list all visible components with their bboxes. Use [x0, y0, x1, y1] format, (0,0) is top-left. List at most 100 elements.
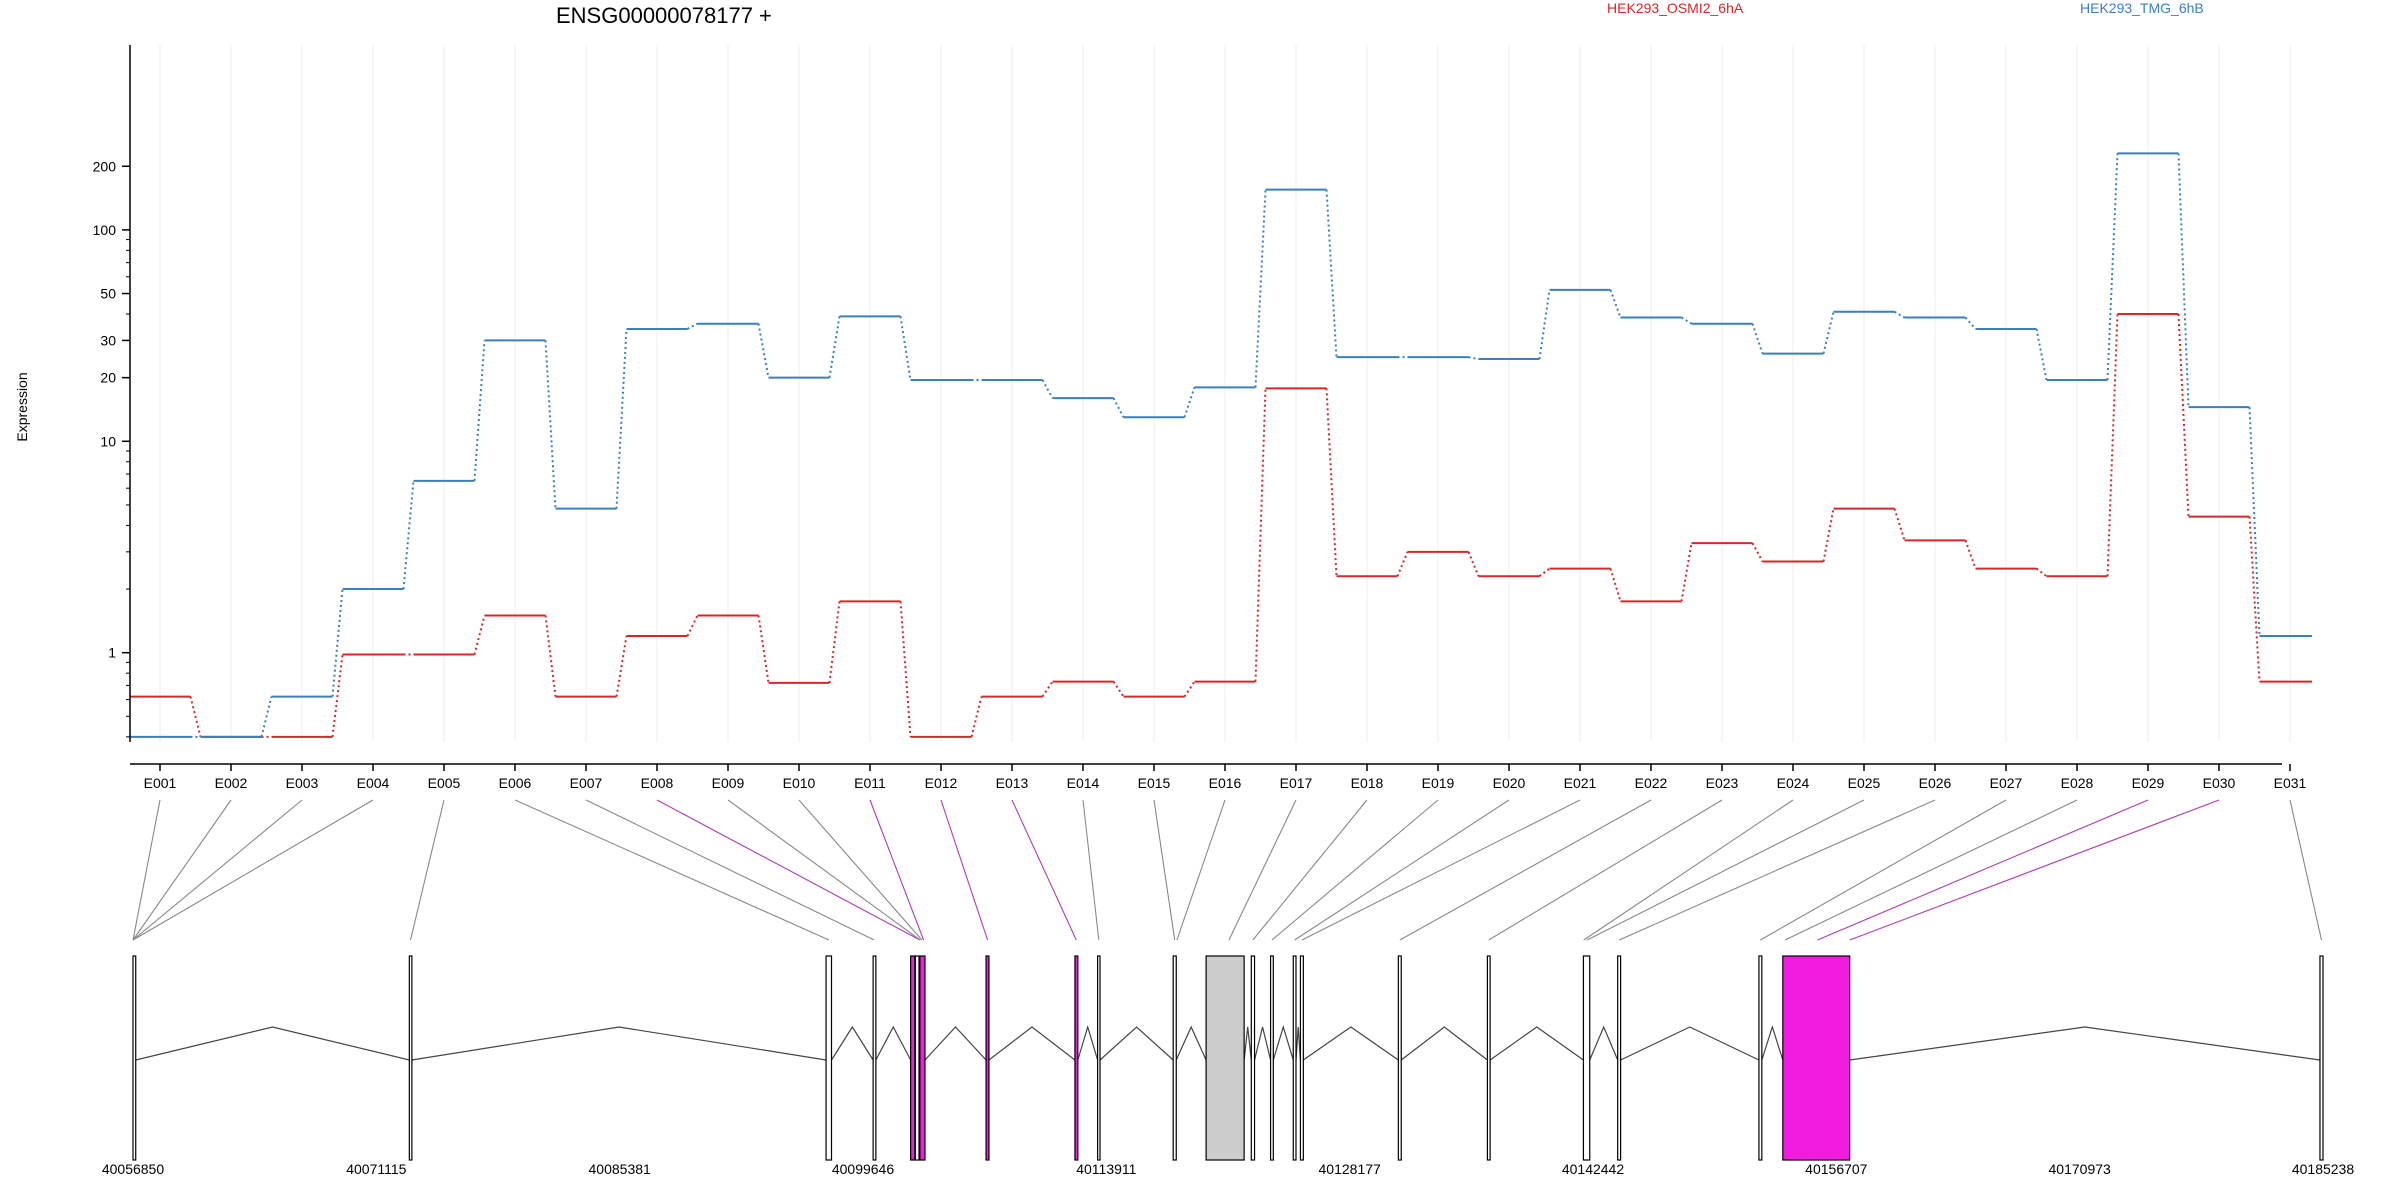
exon-box-11	[1172, 955, 1177, 1161]
connector-E021	[1301, 799, 1581, 941]
exon-box-19	[1582, 955, 1591, 1161]
connector-E001	[132, 799, 161, 941]
x-tick-label-E021: E021	[1564, 775, 1597, 791]
connector-E022	[1399, 799, 1652, 941]
series-0-transition-E015	[1183, 681, 1196, 698]
x-tick-label-E007: E007	[570, 775, 603, 791]
x-tick-label-E026: E026	[1919, 775, 1952, 791]
intron-9	[1077, 1024, 1099, 1061]
series-0-transition-E003	[331, 654, 344, 737]
genomic-tick-label: 40056850	[102, 1161, 165, 1177]
series-1-transition-E015	[1183, 387, 1196, 418]
x-tick-label-E023: E023	[1706, 775, 1739, 791]
series-0-transition-E016	[1254, 388, 1267, 682]
series-1-transition-E010	[828, 316, 841, 378]
y-tick-label-100: 100	[93, 222, 117, 238]
connector-E025	[1586, 799, 1865, 941]
x-tick-label-E020: E020	[1493, 775, 1526, 791]
x-tick-label-E011: E011	[854, 775, 886, 791]
connector-E016	[1176, 799, 1226, 941]
connector-E030	[1849, 799, 2220, 941]
intron-18	[1489, 1026, 1584, 1061]
x-tick-label-E014: E014	[1067, 775, 1100, 791]
series-1-transition-E008	[687, 322, 698, 330]
exon-box-1	[132, 955, 137, 1161]
series-1-transition-E030	[2248, 407, 2261, 637]
chart-title: ENSG00000078177 +	[556, 3, 772, 28]
x-tick-label-E015: E015	[1138, 775, 1171, 791]
intron-4	[875, 1025, 912, 1061]
exon-box-23	[2319, 955, 2324, 1161]
exon-box-12	[1205, 955, 1245, 1161]
series-0-transition-E028	[2106, 313, 2119, 577]
series-1-transition-E027	[2035, 328, 2048, 381]
x-axis: E001 E002 E003 E004 E005 E006 E007 E008 E009 E010…	[130, 763, 2307, 791]
intron-2	[411, 1026, 827, 1061]
x-tick-label-E027: E027	[1990, 775, 2023, 791]
genomic-tick-label: 40156707	[1805, 1161, 1868, 1177]
series-0-transition-E019	[1467, 551, 1480, 577]
series-HEK293_OSMI2_6hA	[130, 313, 2312, 738]
y-axis: 1 10 20 30 50 100 200	[93, 45, 131, 742]
gene-model-track	[132, 955, 2324, 1161]
exon-box-7	[919, 955, 926, 1161]
connector-E007	[585, 799, 875, 941]
series-0-transition-E007	[615, 635, 628, 697]
x-tick-label-E030: E030	[2203, 775, 2236, 791]
series-0-transition-E018	[1396, 551, 1409, 577]
y-tick-label-50: 50	[100, 286, 116, 302]
genomic-tick-label: 40142442	[1562, 1161, 1625, 1177]
series-0-transition-E023	[1751, 542, 1764, 562]
exon-box-17	[1397, 955, 1402, 1161]
genomic-tick-label: 40099646	[832, 1161, 895, 1177]
series-0-transition-E008	[686, 615, 699, 637]
x-tick-label-E003: E003	[286, 775, 319, 791]
series-0-transition-E010	[828, 601, 841, 683]
x-tick-label-E016: E016	[1209, 775, 1242, 791]
series-0-transition-E009	[757, 615, 770, 684]
series-1-transition-E005	[473, 340, 486, 481]
exon-box-16	[1299, 955, 1304, 1161]
intron-13	[1253, 1026, 1272, 1061]
exon-box-18	[1486, 955, 1491, 1161]
exon-box-8	[985, 955, 990, 1161]
intron-1	[135, 1026, 410, 1061]
connector-E004	[132, 799, 374, 941]
chart-gridlines	[159, 45, 2291, 742]
y-tick-label-30: 30	[100, 332, 116, 348]
connector-E012	[940, 799, 989, 941]
exon-box-15	[1292, 955, 1297, 1161]
series-1-transition-E006	[544, 340, 557, 509]
genomic-coordinate-axis: 40056850 40071115 40085381 40099646 40113911…	[102, 1161, 2355, 1177]
chart-series-layer	[130, 152, 2312, 738]
connector-E019	[1271, 799, 1439, 941]
series-1-transition-E023	[1751, 323, 1764, 354]
y-tick-label-20: 20	[100, 370, 116, 386]
connector-E002	[132, 799, 232, 941]
connector-E015	[1153, 799, 1176, 941]
series-1-transition-E019	[1468, 356, 1479, 361]
connector-E018	[1252, 799, 1368, 941]
connector-E006	[514, 799, 830, 941]
genomic-tick-label: 40085381	[589, 1161, 652, 1177]
connector-E014	[1082, 799, 1100, 941]
connector-E026	[1619, 799, 1936, 941]
x-tick-label-E031: E031	[2274, 775, 2307, 791]
series-HEK293_TMG_6hB	[130, 152, 2312, 738]
x-tick-label-E028: E028	[2061, 775, 2094, 791]
legend-series-osmi: HEK293_OSMI2_6hA	[1607, 0, 1744, 16]
series-1-transition-E011	[899, 316, 912, 381]
connector-E009	[727, 799, 921, 941]
x-tick-label-E018: E018	[1351, 775, 1384, 791]
series-1-transition-E007	[615, 328, 628, 509]
connector-E023	[1488, 799, 1723, 941]
intron-14	[1272, 1024, 1294, 1061]
series-0-transition-E013	[1041, 681, 1054, 698]
intron-20	[1620, 1026, 1760, 1061]
connector-E028	[1784, 799, 2078, 941]
series-1-transition-E020	[1538, 289, 1551, 360]
series-1-transition-E002	[260, 696, 273, 738]
connector-E013	[1011, 799, 1077, 941]
x-tick-label-E013: E013	[996, 775, 1029, 791]
x-tick-label-E017: E017	[1280, 775, 1313, 791]
